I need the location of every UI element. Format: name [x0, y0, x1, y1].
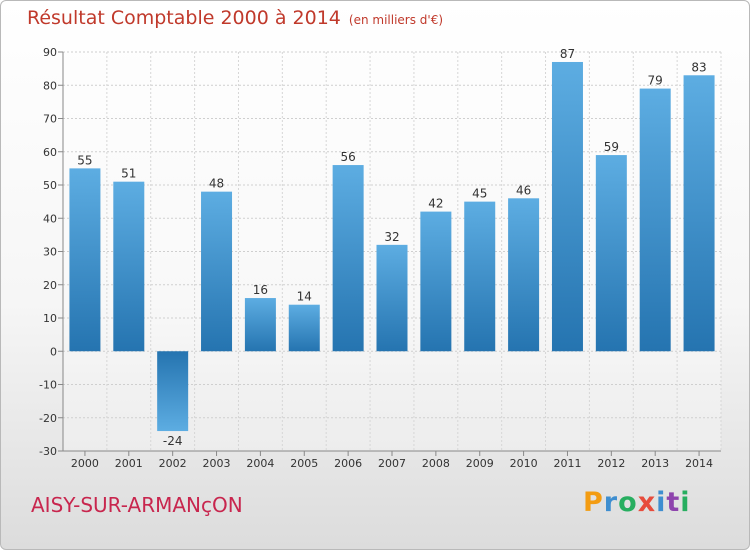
- y-tick-label: 70: [43, 113, 57, 126]
- x-tick-label-2002: 2002: [159, 457, 187, 470]
- y-tick-label: 90: [43, 46, 57, 59]
- bar-2002: [157, 351, 189, 432]
- x-tick-label-2005: 2005: [290, 457, 318, 470]
- bar-2011: [551, 61, 583, 352]
- y-tick-label: 40: [43, 212, 57, 225]
- bar-2000: [69, 168, 101, 352]
- data-label-2002: -24: [163, 434, 183, 448]
- axes-group: [58, 51, 721, 456]
- x-tick-label-2006: 2006: [334, 457, 362, 470]
- bar-2003: [201, 191, 233, 352]
- data-label-2001: 51: [121, 167, 136, 181]
- bars-group: [69, 61, 715, 432]
- data-label-2006: 56: [340, 150, 355, 164]
- data-label-2012: 59: [604, 140, 619, 154]
- bar-2013: [639, 88, 671, 352]
- data-label-2005: 14: [297, 290, 312, 304]
- logo-letter: t: [666, 487, 681, 518]
- data-label-2013: 79: [648, 74, 663, 88]
- x-tick-label-2003: 2003: [203, 457, 231, 470]
- data-label-2011: 87: [560, 47, 575, 61]
- chart-title: Résultat Comptable 2000 à 2014 (en millie…: [27, 7, 443, 29]
- commune-name: AISY-SUR-ARMANçON: [31, 493, 243, 517]
- chart-subtitle: (en milliers d'€): [348, 13, 444, 27]
- logo-letter: x: [637, 487, 657, 518]
- data-label-2008: 42: [428, 197, 443, 211]
- data-label-2003: 48: [209, 177, 224, 191]
- y-tick-label: 30: [43, 246, 57, 259]
- logo-letter: r: [603, 487, 619, 518]
- y-tick-label: -30: [39, 445, 57, 458]
- y-tick-label: -20: [39, 412, 57, 425]
- y-tick-label: 50: [43, 179, 57, 192]
- x-tick-label-2014: 2014: [685, 457, 713, 470]
- proxiti-logo: Proxiti: [583, 487, 691, 518]
- logo-letter: o: [618, 487, 638, 518]
- bar-2006: [332, 165, 364, 352]
- data-label-2010: 46: [516, 183, 531, 197]
- y-tick-label: -10: [39, 379, 57, 392]
- logo-letter: i: [656, 487, 667, 518]
- bar-2012: [595, 155, 627, 352]
- y-tick-label: 10: [43, 312, 57, 325]
- bar-2007: [376, 244, 408, 352]
- labels-group: -30 -20 -10 0 10 20 30 40 50 60 70 80 90 55 2000 51 2001…: [39, 46, 713, 470]
- data-label-2014: 83: [691, 60, 706, 74]
- bar-2004: [244, 298, 276, 352]
- data-label-2009: 45: [472, 187, 487, 201]
- x-tick-label-2012: 2012: [597, 457, 625, 470]
- x-tick-label-2009: 2009: [466, 457, 494, 470]
- x-tick-label-2001: 2001: [115, 457, 143, 470]
- y-tick-label: 60: [43, 146, 57, 159]
- bar-2008: [420, 211, 452, 352]
- x-tick-label-2010: 2010: [510, 457, 538, 470]
- bar-2001: [113, 181, 145, 352]
- x-tick-label-2000: 2000: [71, 457, 99, 470]
- data-label-2000: 55: [77, 153, 92, 167]
- x-tick-label-2011: 2011: [553, 457, 581, 470]
- data-label-2004: 16: [253, 283, 268, 297]
- y-tick-label: 0: [50, 345, 57, 358]
- bar-2014: [683, 75, 715, 352]
- data-label-2007: 32: [384, 230, 399, 244]
- x-tick-label-2008: 2008: [422, 457, 450, 470]
- bar-2010: [508, 198, 540, 352]
- chart-title-text: Résultat Comptable 2000 à 2014: [27, 7, 341, 29]
- x-tick-label-2004: 2004: [246, 457, 274, 470]
- y-tick-label: 80: [43, 79, 57, 92]
- bar-2009: [464, 201, 496, 352]
- y-tick-label: 20: [43, 279, 57, 292]
- logo-letter: P: [583, 487, 604, 518]
- logo-letter: i: [680, 487, 691, 518]
- bar-2005: [288, 304, 320, 352]
- x-tick-label-2007: 2007: [378, 457, 406, 470]
- x-tick-label-2013: 2013: [641, 457, 669, 470]
